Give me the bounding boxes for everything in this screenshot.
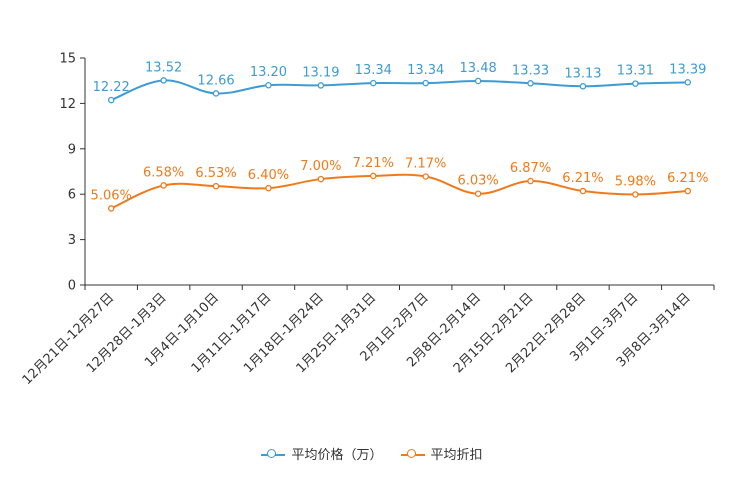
- series-1-line: [110, 173, 688, 210]
- x-tick-label: 12月21日-12月27日: [20, 290, 117, 387]
- series-1-data-label: 6.21%: [667, 171, 708, 186]
- series-1-point: [422, 173, 429, 180]
- series-1-point: [474, 190, 482, 197]
- series-0-point: [265, 81, 272, 89]
- series-0-data-label: 13.34: [355, 63, 392, 78]
- y-tick-label: 15: [59, 52, 76, 67]
- series-1-point: [265, 184, 272, 192]
- series-1-point: [160, 182, 167, 189]
- legend-price-label: 平均价格（万）: [291, 448, 383, 463]
- series-0-data-label: 13.39: [669, 62, 706, 77]
- series-0-data-label: 13.13: [564, 66, 601, 81]
- series-layer: 12.22 13.52 12.66 13.20 13.19 13.34 13.34 13.48…: [91, 60, 708, 212]
- series-1-point: [212, 182, 220, 190]
- legend-price-marker-icon: [261, 447, 286, 461]
- series-1-data-label: 5.06%: [91, 188, 132, 203]
- legend-item-discount[interactable]: 平均折扣: [400, 444, 483, 463]
- series-0-point: [107, 96, 115, 104]
- series-0-point: [317, 82, 325, 89]
- series-1-data-label: 7.21%: [353, 156, 394, 171]
- series-0-point: [684, 79, 692, 86]
- series-0-data-label: 13.19: [302, 65, 339, 80]
- series-1-data-label: 5.98%: [615, 175, 656, 190]
- series-0-data-label: 12.66: [197, 73, 234, 88]
- series-1-point: [632, 191, 639, 198]
- series-0-data-label: 13.20: [250, 65, 287, 80]
- series-1-point: [684, 187, 692, 195]
- series-1-data-label: 7.17%: [405, 156, 446, 171]
- series-0-point: [422, 79, 429, 87]
- legend-discount-marker-icon: [400, 447, 425, 461]
- series-0-line: [110, 79, 688, 102]
- y-tick-label: 6: [68, 188, 76, 203]
- series-0-data-label: 13.31: [617, 64, 654, 79]
- x-axis: 12月21日-12月27日12月28日-1月3日1月4日-1月10日1月11日-…: [20, 284, 715, 388]
- series-0-data-label: 13.33: [512, 63, 549, 78]
- series-1-data-label: 6.03%: [457, 174, 498, 189]
- legend: 平均价格（万） 平均折扣: [0, 444, 744, 463]
- legend-discount-label: 平均折扣: [430, 448, 483, 463]
- series-0-point: [632, 80, 639, 87]
- series-1-point: [370, 172, 377, 180]
- series-1-point: [527, 177, 534, 185]
- y-tick-label: 12: [59, 97, 76, 112]
- series-0-data-label: 13.52: [145, 60, 182, 75]
- series-1-point: [579, 187, 587, 195]
- series-0-point: [527, 80, 534, 87]
- series-1-point: [317, 175, 325, 183]
- series-1-data-label: 6.40%: [248, 168, 289, 183]
- series-0-data-label: 13.48: [460, 61, 497, 76]
- series-0-point: [370, 79, 377, 87]
- y-axis: 0 3 6 9 12 15: [59, 52, 86, 294]
- series-1-data-label: 6.58%: [143, 165, 184, 180]
- series-1-data-label: 7.00%: [300, 159, 341, 174]
- series-0-data-label: 12.22: [93, 80, 130, 95]
- series-0-point: [212, 90, 220, 97]
- legend-item-price[interactable]: 平均价格（万）: [261, 444, 383, 463]
- series-0-point: [474, 77, 482, 85]
- series-1-point: [107, 205, 115, 212]
- series-0-point: [579, 83, 587, 90]
- series-0-data-label: 13.34: [407, 63, 444, 78]
- y-tick-label: 0: [68, 279, 76, 294]
- y-tick-label: 9: [68, 142, 76, 157]
- series-1-data-label: 6.53%: [195, 166, 236, 181]
- series-1-data-label: 6.87%: [510, 161, 551, 176]
- series-1-data-label: 6.21%: [562, 171, 603, 186]
- series-0-point: [160, 77, 167, 84]
- y-tick-label: 3: [68, 233, 76, 248]
